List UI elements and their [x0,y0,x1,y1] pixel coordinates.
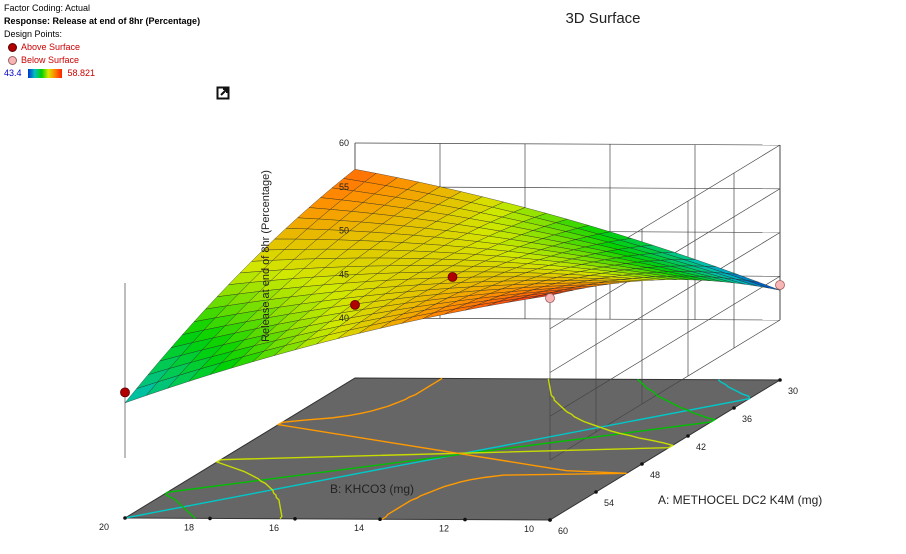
x-tick-label: 30 [788,386,798,396]
y-tick-label: 16 [269,523,279,533]
z-tick-label: 45 [339,269,349,279]
y-tick-label: 10 [524,524,534,534]
contour-line [164,378,717,519]
x-tick-mark [686,434,690,438]
x-tick-label: 42 [696,442,706,452]
below-surface-marker-icon [8,56,17,65]
y-tick-label: 12 [439,524,449,534]
x-tick-mark [732,406,736,410]
x-tick-label: 54 [604,498,614,508]
contour-line [124,379,751,519]
above-surface-label: Above Surface [21,42,81,52]
design-point-marker [447,272,458,282]
design-point-marker [350,299,360,310]
z-axis-title: Release at end of 8hr (Percentage) [260,170,272,342]
axis-titles: A: METHOCEL DC2 K4M (mg) B: KHCO3 (mg) Rel… [260,170,822,507]
y-tick-mark [293,517,297,521]
response-surface [124,169,781,404]
y-tick-label: 20 [99,522,109,532]
design-point-marker [775,280,785,290]
response-text: Response: Release at end of 8hr (Percent… [4,16,201,26]
x-tick-mark [594,490,598,494]
y-tick-mark [378,517,382,521]
y-tick-mark [463,517,467,522]
wall-gridline [354,142,781,146]
x-tick-mark [640,462,644,466]
x-tick-label: 48 [650,470,660,480]
x-tick-mark [778,378,782,382]
y-tick-label: 18 [184,522,194,532]
floor-contours [124,377,751,520]
legend: Factor Coding: Actual Response: Release … [4,2,200,80]
surface-facet [747,280,781,291]
color-scale-max: 58.821 [67,68,96,78]
wall-gridline [549,319,781,461]
y-tick-mark [123,516,127,520]
above-surface-marker-icon [8,43,17,52]
legend-below-surface: Below Surface [4,54,200,67]
design-point-marker [120,387,130,398]
z-tick-label: 50 [339,226,349,236]
axis-ticks: 30 36 42 48 54 60 10 12 14 16 18 20 40 45 50 55 60 [99,138,798,536]
factor-coding-text: Factor Coding: Actual [4,3,91,13]
surface-facet [124,381,159,404]
x-tick-label: 36 [742,414,752,424]
wall-gridline [549,232,781,373]
color-scale-bar [27,69,62,78]
color-scale-min: 43.4 [4,68,22,78]
color-scale: 43.4 58.821 [4,67,200,80]
popout-icon[interactable] [216,86,230,105]
z-tick-label: 55 [339,182,349,192]
design-points [120,272,785,398]
z-tick-label: 60 [339,138,349,148]
contour-line [276,377,627,520]
y-tick-mark [548,518,552,522]
below-surface-label: Below Surface [21,55,80,65]
design-points-heading: Design Points: [4,29,63,39]
y-tick-label: 14 [354,523,364,533]
z-tick-label: 40 [339,313,349,323]
chart-title: 3D Surface [565,10,641,27]
contour-line [215,378,675,520]
wall-gridline [549,275,781,417]
y-tick-mark [208,516,212,521]
y-axis-title: B: KHCO3 (mg) [330,482,414,496]
legend-above-surface: Above Surface [4,41,200,54]
design-point-marker [545,293,555,304]
x-tick-label: 60 [558,526,568,536]
x-axis-title: A: METHOCEL DC2 K4M (mg) [658,493,822,507]
